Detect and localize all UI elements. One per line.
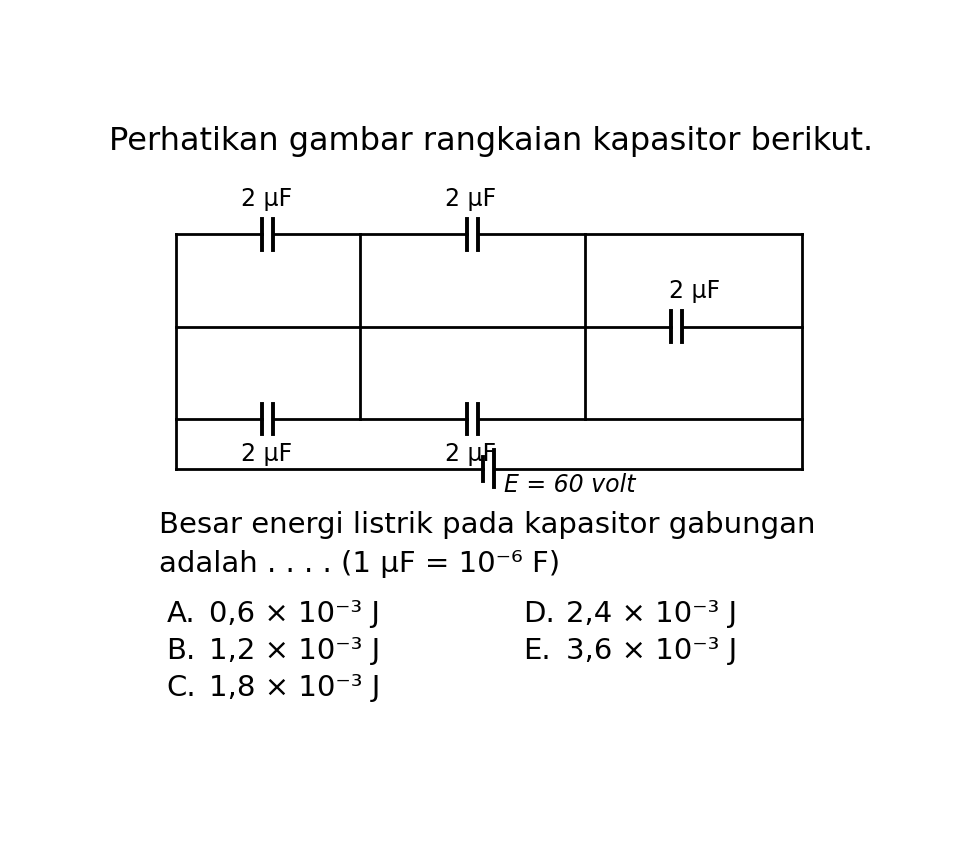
- Text: E.: E.: [523, 636, 550, 665]
- Text: A.: A.: [166, 600, 195, 628]
- Text: adalah . . . . (1 μF = 10⁻⁶ F): adalah . . . . (1 μF = 10⁻⁶ F): [158, 550, 560, 578]
- Text: C.: C.: [166, 673, 196, 702]
- Text: 3,6 × 10⁻³ J: 3,6 × 10⁻³ J: [566, 636, 737, 665]
- Text: 2,4 × 10⁻³ J: 2,4 × 10⁻³ J: [566, 600, 737, 628]
- Text: 2 μF: 2 μF: [445, 187, 497, 211]
- Text: Perhatikan gambar rangkaian kapasitor berikut.: Perhatikan gambar rangkaian kapasitor be…: [109, 126, 874, 157]
- Text: Besar energi listrik pada kapasitor gabungan: Besar energi listrik pada kapasitor gabu…: [158, 512, 815, 539]
- Text: 2 μF: 2 μF: [241, 187, 292, 211]
- Text: E = 60 volt: E = 60 volt: [503, 473, 635, 497]
- Text: 1,8 × 10⁻³ J: 1,8 × 10⁻³ J: [209, 673, 381, 702]
- Text: B.: B.: [166, 636, 196, 665]
- Text: 2 μF: 2 μF: [241, 442, 292, 466]
- Text: 0,6 × 10⁻³ J: 0,6 × 10⁻³ J: [209, 600, 380, 628]
- Text: 1,2 × 10⁻³ J: 1,2 × 10⁻³ J: [209, 636, 381, 665]
- Text: 2 μF: 2 μF: [445, 442, 497, 466]
- Text: D.: D.: [523, 600, 554, 628]
- Text: 2 μF: 2 μF: [668, 280, 719, 304]
